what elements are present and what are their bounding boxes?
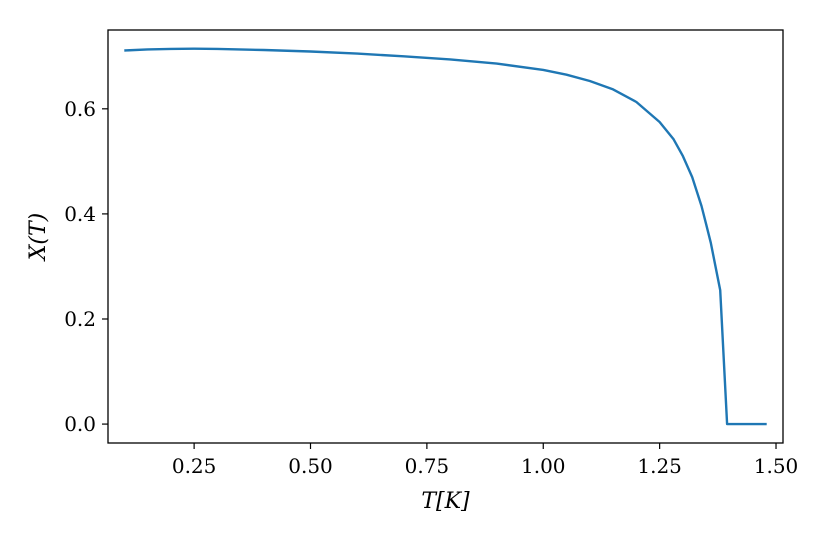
x-tick-label: 0.25 (172, 454, 217, 478)
x-tick-label: 1.50 (754, 454, 799, 478)
y-axis-label: X(T) (26, 213, 51, 263)
y-tick-label: 0.4 (64, 202, 96, 226)
x-tick-label: 1.00 (521, 454, 566, 478)
x-tick-label: 0.75 (405, 454, 450, 478)
x-tick-label: 1.25 (637, 454, 682, 478)
y-tick-label: 0.6 (64, 97, 96, 121)
series-line (124, 47, 767, 426)
y-tick-label: 0.2 (64, 307, 96, 331)
plot-lines (124, 47, 767, 426)
y-tick-label: 0.0 (64, 412, 96, 436)
x-axis-label: T[K] (421, 489, 470, 514)
plot-frame (107, 29, 784, 444)
x-axis-ticks: 0.25 0.50 0.75 1.00 1.25 1.50 (172, 443, 798, 478)
y-axis-ticks: 0.0 0.2 0.4 0.6 (64, 97, 108, 436)
x-tick-label: 0.50 (288, 454, 333, 478)
